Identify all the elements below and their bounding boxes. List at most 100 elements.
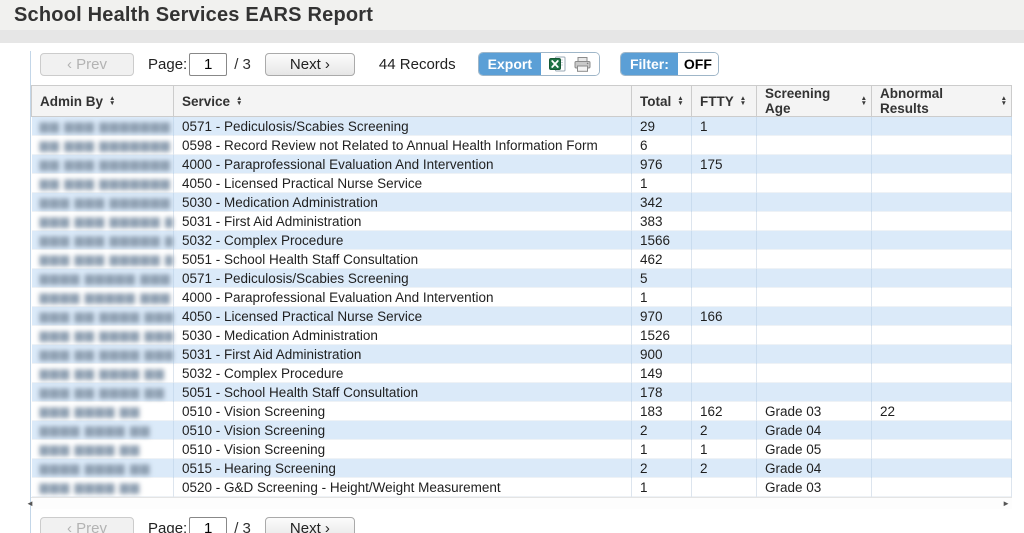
page-label: Page: [148,55,188,73]
column-header-abnormal[interactable]: Abnormal Results ▲ ▼ [871,85,1012,117]
table-row: ▆▆▆ ▆▆▆ ▆▆▆▆▆▆ ▆▆▆5030 - Medication Admi… [31,192,1012,212]
cell-ftty: 175 [691,154,757,174]
filter-label: Filter: [620,53,678,75]
cell-abnormal [871,173,1012,193]
cell-total: 976 [631,154,692,174]
printer-icon[interactable] [574,56,591,72]
cell-ftty [691,249,757,269]
page-number-input[interactable] [189,516,228,533]
filter-toggle[interactable]: OFF [677,53,718,75]
page-total-label: / 3 [234,55,251,73]
export-button[interactable]: Export [478,53,541,75]
table-row: ▆▆▆▆ ▆▆▆▆ ▆▆ 0510 - Vision Screening 2 2 Gra… [31,420,1012,440]
table-row: ▆▆▆▆ ▆▆▆▆ ▆▆ 0515 - Hearing Screening 2 2 Gr… [31,458,1012,478]
cell-total: 1566 [631,230,692,250]
column-label: Total [640,93,672,109]
cell-admin: ▆▆▆▆ ▆▆▆▆▆ ▆▆▆ [31,287,174,307]
cell-screening_age [756,192,872,212]
table-row: ▆▆▆ ▆▆▆▆ ▆▆ 0520 - G&D Screening - Height… [31,477,1012,497]
table-row: ▆▆ ▆▆▆ ▆▆▆▆▆▆▆ ▆▆▆0598 - Record Review n… [31,135,1012,155]
table-row: ▆▆▆ ▆▆▆ ▆▆▆▆▆ ▆▆▆5032 - Complex Procedur… [31,230,1012,250]
table-row: ▆▆▆ ▆▆ ▆▆▆▆ ▆▆▆ 4050 - Licensed Practical… [31,306,1012,326]
column-header-admin[interactable]: Admin By ▲ ▼ [31,85,174,117]
cell-abnormal [871,211,1012,231]
sort-icon[interactable]: ▲ ▼ [860,95,867,107]
cell-admin: ▆▆▆ ▆▆ ▆▆▆▆ ▆▆▆ [31,306,174,326]
sort-icon[interactable]: ▲ ▼ [677,95,684,107]
column-label: FTTY [700,93,734,109]
table-row: ▆▆▆ ▆▆ ▆▆▆▆ ▆▆ 5032 - Complex Procedure 14… [31,363,1012,383]
cell-ftty [691,382,757,402]
column-label: Abnormal Results [880,86,944,116]
cell-abnormal [871,249,1012,269]
column-header-service[interactable]: Service ▲ ▼ [173,85,632,117]
cell-abnormal [871,116,1012,136]
table-row: ▆▆▆ ▆▆ ▆▆▆▆ ▆▆ 5051 - School Health Staff… [31,382,1012,402]
prev-button[interactable]: ‹ Prev [40,516,135,533]
horizontal-scrollbar[interactable]: ◄ ► [26,497,1012,509]
record-count: 44 Records [378,55,456,73]
cell-admin: ▆▆▆ ▆▆▆▆ ▆▆ [31,439,174,459]
cell-abnormal [871,363,1012,383]
cell-screening_age [756,306,872,326]
cell-admin: ▆▆▆ ▆▆ ▆▆▆▆ ▆▆ [31,382,174,402]
cell-screening_age [756,116,872,136]
next-button[interactable]: Next › [264,516,355,533]
cell-admin: ▆▆▆▆ ▆▆▆▆ ▆▆ [31,458,174,478]
scroll-left-icon[interactable]: ◄ [26,499,34,508]
sort-icon[interactable]: ▲ ▼ [236,95,243,107]
page-label: Page: [148,519,188,533]
table-row: ▆▆▆▆ ▆▆▆▆▆ ▆▆▆ 4000 - Paraprofessional Ev… [31,287,1012,307]
sort-icon[interactable]: ▲ ▼ [1000,95,1007,107]
sort-icon[interactable]: ▲ ▼ [739,95,747,107]
cell-total: 383 [631,211,692,231]
cell-screening_age: Grade 04 [756,458,872,478]
table-row: ▆▆▆ ▆▆▆ ▆▆▆▆▆ ▆▆▆5051 - School Health St… [31,249,1012,269]
scroll-right-icon[interactable]: ► [1002,499,1010,508]
sort-icon[interactable]: ▲ ▼ [109,95,116,107]
cell-screening_age [756,173,872,193]
cell-admin: ▆▆▆ ▆▆ ▆▆▆▆ ▆▆▆ [31,325,174,345]
cell-total: 1 [631,477,692,497]
cell-ftty [691,344,757,364]
cell-total: 900 [631,344,692,364]
column-header-total[interactable]: Total ▲ ▼ [631,85,692,117]
column-label: Service [182,93,231,109]
next-button[interactable]: Next › [264,52,355,76]
cell-screening_age [756,363,872,383]
column-header-screening_age[interactable]: Screening Age ▲ ▼ [756,85,872,117]
cell-screening_age [756,135,872,155]
cell-service: 5051 - School Health Staff Consultation [173,382,632,402]
cell-ftty [691,230,757,250]
cell-screening_age [756,268,872,288]
column-label: Screening Age [765,86,831,116]
cell-abnormal [871,439,1012,459]
page-number-input[interactable] [189,52,228,76]
page-total-label: / 3 [234,519,251,533]
cell-admin: ▆▆▆ ▆▆▆ ▆▆▆▆▆▆ ▆▆▆ [31,192,174,212]
cell-ftty: 1 [691,439,757,459]
prev-button[interactable]: ‹ Prev [40,52,135,76]
cell-total: 970 [631,306,692,326]
cell-total: 462 [631,249,692,269]
table-row: ▆▆ ▆▆▆ ▆▆▆▆▆▆▆ ▆▆▆4050 - Licensed Practi… [31,173,1012,193]
cell-abnormal [871,135,1012,155]
pagination-top: ‹ Prev Page: / 3 Next › 44 Records Expor… [31,51,1024,77]
cell-total: 2 [631,420,692,440]
cell-ftty [691,363,757,383]
cell-admin: ▆▆ ▆▆▆ ▆▆▆▆▆▆▆ ▆▆▆ [31,135,174,155]
cell-service: 0571 - Pediculosis/Scabies Screening [173,268,632,288]
column-header-ftty[interactable]: FTTY ▲ ▼ [691,85,757,117]
excel-export-icon[interactable] [548,56,566,72]
report-table: Admin By ▲ ▼ Service ▲ ▼ Total ▲ ▼ FTTY ▲ ▼ Screenin… [31,85,1012,497]
cell-ftty [691,287,757,307]
cell-service: 0520 - G&D Screening - Height/Weight Mea… [173,477,632,497]
cell-abnormal [871,325,1012,345]
cell-service: 4050 - Licensed Practical Nurse Service [173,306,632,326]
cell-screening_age [756,211,872,231]
cell-admin: ▆▆▆ ▆▆ ▆▆▆▆ ▆▆▆ [31,344,174,364]
table-row: ▆▆▆ ▆▆▆ ▆▆▆▆▆ ▆▆▆5031 - First Aid Admini… [31,211,1012,231]
cell-admin: ▆▆▆ ▆▆▆ ▆▆▆▆▆ ▆▆▆ [31,211,174,231]
cell-total: 149 [631,363,692,383]
cell-abnormal [871,154,1012,174]
